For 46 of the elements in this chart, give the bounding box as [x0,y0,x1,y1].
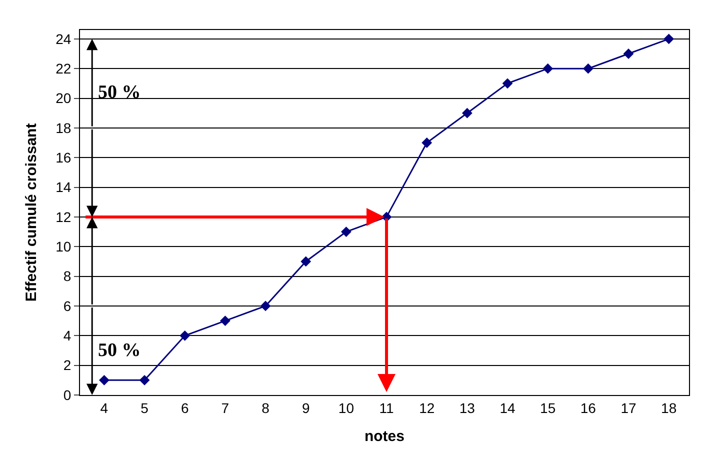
point [99,374,110,386]
x-tick-label: 11 [379,400,394,416]
point [462,108,472,118]
x-tick-label: 5 [140,400,149,416]
x-tick-label: 18 [661,400,677,416]
point [623,48,634,59]
x-tick-label: 4 [100,400,108,416]
x-tick-label: 6 [180,400,189,416]
point [582,63,594,74]
y-tick-label: 16 [56,150,72,166]
x-axis-title: notes [364,428,405,445]
y-tick-label: 22 [56,60,72,76]
y-tick-label: 18 [56,120,72,136]
x-tick-label: 14 [500,400,516,416]
point [422,138,432,148]
x-tick-label: 13 [459,400,476,416]
point [300,256,312,267]
point [340,226,352,237]
x-tick-label: 8 [262,400,270,416]
y-axis-title: Effectif cumulé croissant [22,123,40,302]
y-tick-label: 10 [56,238,72,255]
point [260,300,271,312]
x-tick-label: 7 [221,400,230,416]
point [502,78,513,89]
x-tick-label: 15 [540,400,556,416]
x-tick-label: 17 [620,400,636,416]
x-tick-label: 10 [338,400,354,416]
y-tick-label: 6 [63,298,72,314]
point [664,34,674,44]
y-tick-label: 20 [56,90,72,106]
y-tick-label: 12 [56,208,72,225]
annotation: 50 % [98,340,141,361]
annotation: 50 % [98,82,141,103]
y-tick-label: 2 [63,357,72,374]
point [542,63,554,74]
x-tick-label: 9 [302,400,310,416]
point [180,330,190,341]
x-tick-label: 12 [419,400,435,416]
y-tick-label: 24 [56,30,72,47]
point [220,316,230,326]
y-tick-label: 4 [63,328,72,344]
y-tick-label: 0 [63,386,72,403]
y-tick-label: 8 [63,268,72,284]
x-tick-label: 16 [580,400,596,416]
y-tick-label: 14 [56,179,72,196]
point [139,374,150,386]
